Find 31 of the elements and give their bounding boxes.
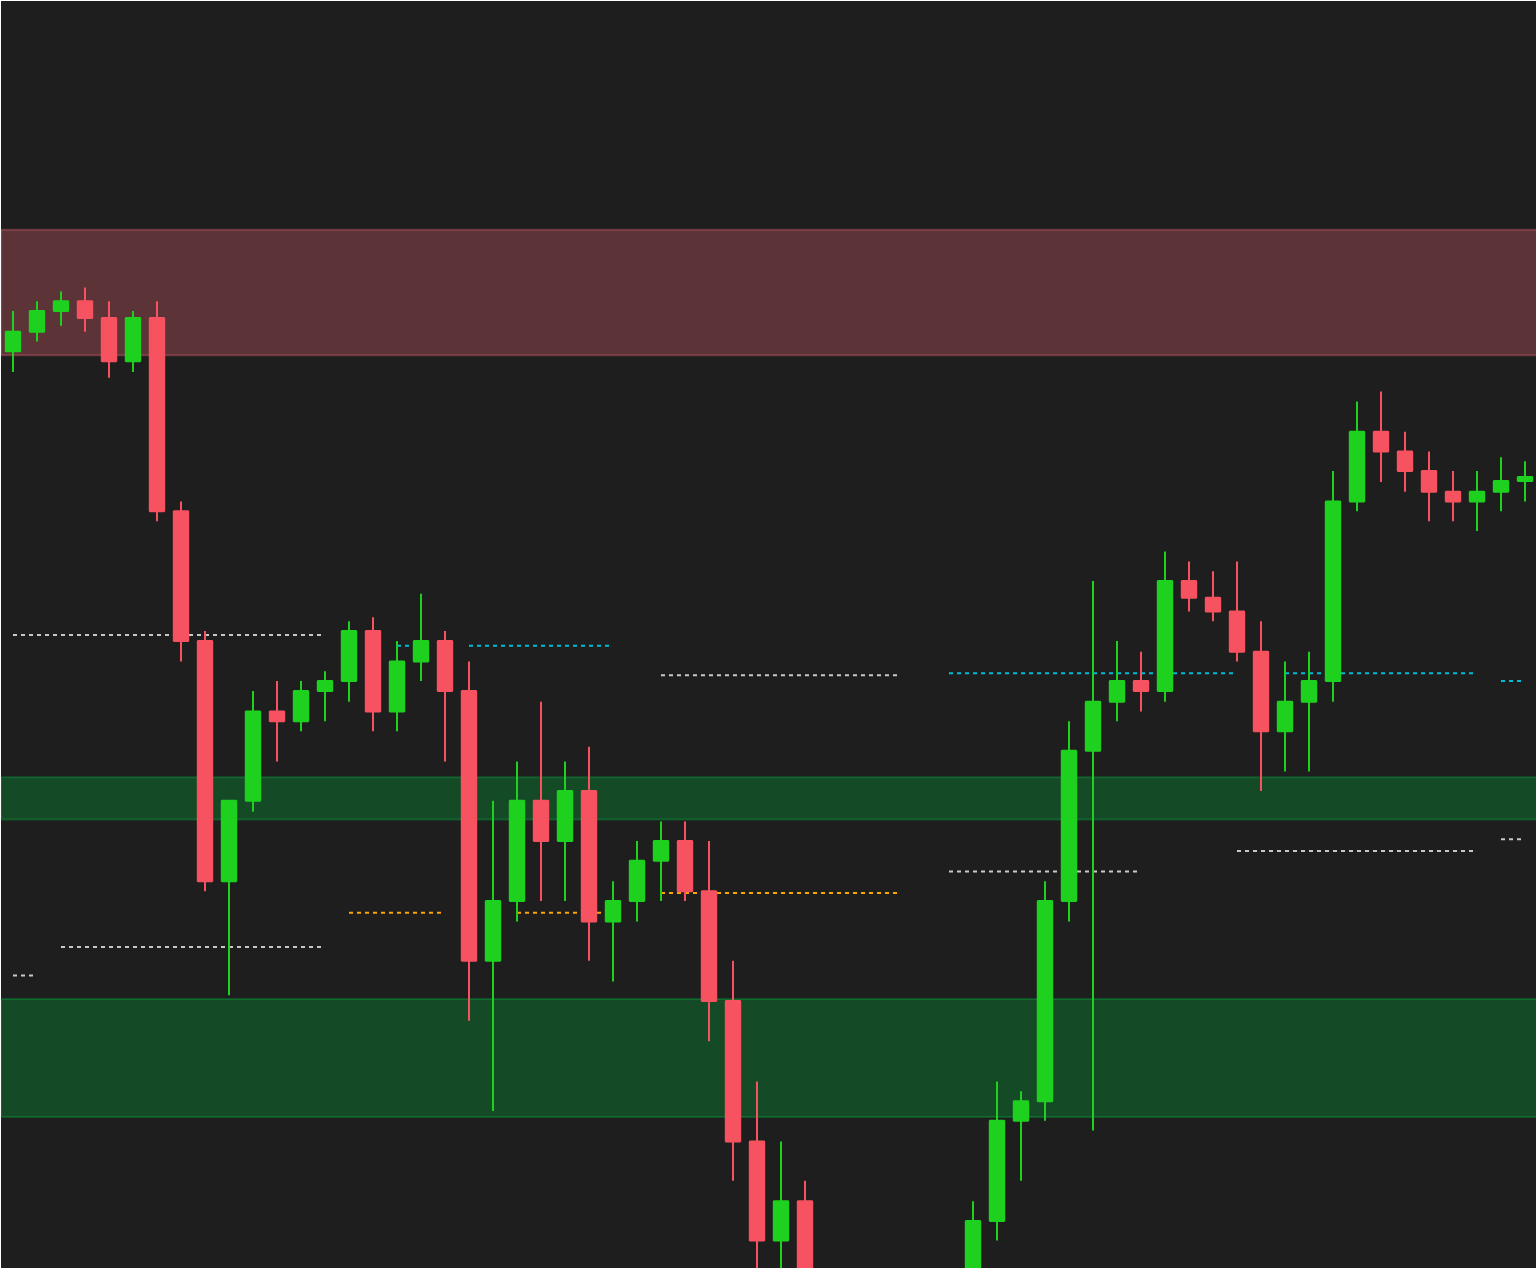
candlestick [1468, 470, 1486, 532]
candlestick [1180, 560, 1198, 613]
candlestick [1108, 639, 1126, 723]
candlestick [1228, 560, 1246, 663]
candlestick [1516, 460, 1534, 503]
candlestick [532, 700, 550, 902]
candlestick [1012, 1090, 1030, 1182]
candlestick [1444, 470, 1462, 523]
candlestick [292, 680, 310, 733]
candlestick [1492, 456, 1510, 513]
candlestick [412, 592, 430, 683]
candlestick [604, 880, 622, 983]
candlestick [4, 310, 22, 373]
candlestick [772, 1140, 790, 1268]
candlestick [316, 670, 334, 723]
candlestick [124, 310, 142, 373]
candlestick [52, 290, 70, 327]
candlestick [1276, 660, 1294, 773]
candlestick [100, 300, 118, 379]
candlestick [1396, 430, 1414, 493]
candlestick [628, 840, 646, 923]
candlestick [652, 820, 670, 902]
candlestick [1300, 650, 1318, 773]
candlestick [1204, 570, 1222, 623]
candlestick [28, 300, 46, 343]
candlestick [1372, 390, 1390, 483]
candlestick [1420, 450, 1438, 523]
candlestick [268, 680, 286, 763]
candlestick [76, 286, 94, 333]
candlestick [1084, 580, 1102, 1132]
candlestick [1132, 650, 1150, 713]
